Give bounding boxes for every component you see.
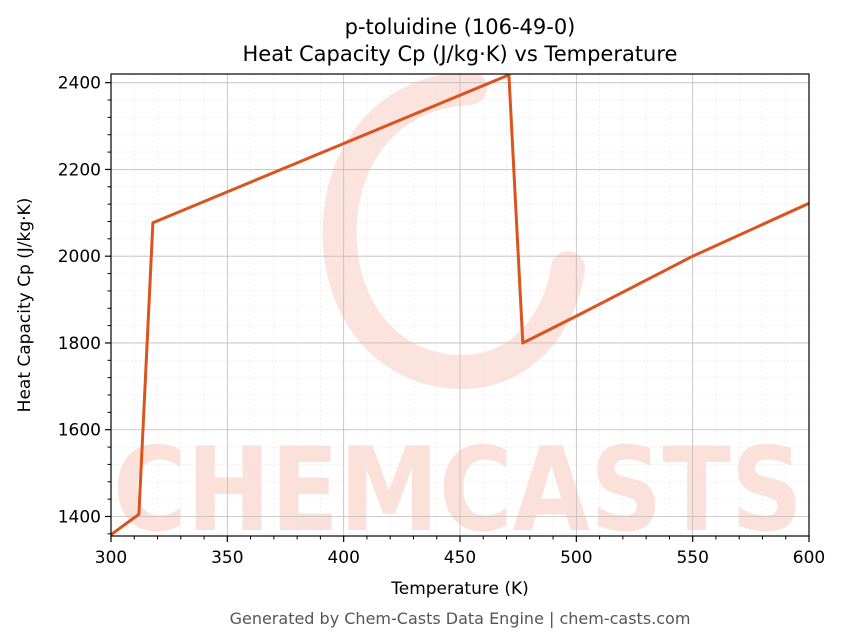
y-axis-label: Heat Capacity Cp (J/kg·K) bbox=[15, 198, 35, 413]
x-tick-label: 450 bbox=[444, 548, 476, 568]
footer-credit: Generated by Chem-Casts Data Engine | ch… bbox=[230, 609, 691, 628]
watermark-text: CHEMCASTS bbox=[113, 423, 803, 558]
x-axis: 300 350 400 450 500 550 600 bbox=[95, 536, 825, 568]
y-tick-label: 1600 bbox=[58, 421, 101, 441]
chart-title: p-toluidine (106-49-0) bbox=[345, 15, 576, 39]
x-tick-label: 350 bbox=[211, 548, 243, 568]
x-tick-label: 600 bbox=[793, 548, 825, 568]
x-tick-label: 500 bbox=[560, 548, 592, 568]
y-tick-label: 1400 bbox=[58, 507, 101, 527]
y-tick-label: 1800 bbox=[58, 334, 101, 354]
y-tick-label: 2000 bbox=[58, 247, 101, 267]
watermark: CHEMCASTS bbox=[113, 74, 803, 558]
x-tick-label: 400 bbox=[327, 548, 359, 568]
y-tick-label: 2200 bbox=[58, 160, 101, 180]
x-tick-label: 300 bbox=[95, 548, 127, 568]
chart-subtitle: Heat Capacity Cp (J/kg·K) vs Temperature bbox=[243, 42, 678, 66]
y-tick-label: 2400 bbox=[58, 74, 101, 94]
y-axis: 1400 1600 1800 2000 2200 2400 bbox=[58, 74, 111, 535]
x-axis-label: Temperature (K) bbox=[390, 579, 529, 599]
x-tick-label: 550 bbox=[676, 548, 708, 568]
series-line bbox=[111, 74, 809, 536]
